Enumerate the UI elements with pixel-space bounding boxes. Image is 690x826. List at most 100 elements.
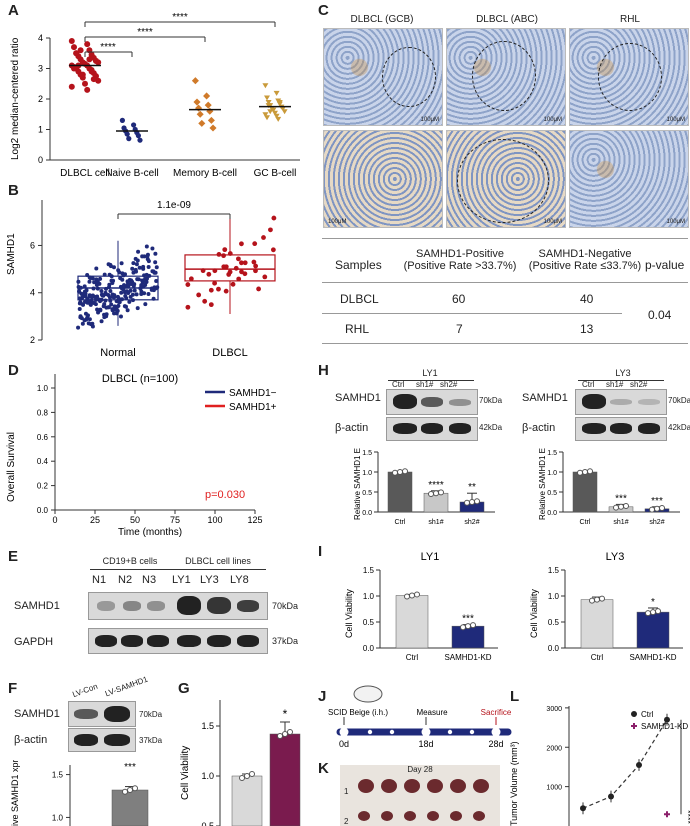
panel-a-chart: Log2 median-centered ratio 4 3 2 1 0 DLBCL c…	[10, 12, 300, 179]
b-point	[143, 283, 148, 288]
i-right-title: LY3	[606, 551, 625, 563]
band	[582, 423, 606, 434]
k-photo: Day 28 1 2	[340, 765, 500, 826]
b-point	[80, 295, 85, 300]
l-ctrl-point	[636, 761, 642, 768]
b-point	[90, 321, 95, 326]
il-ytick-label: 1.0	[363, 592, 375, 601]
e-kda-1: 70kDa	[272, 601, 299, 611]
a-point	[273, 113, 280, 119]
j-timepoint	[447, 729, 453, 735]
panel-d-label: D	[8, 362, 19, 379]
e-bracket-2	[168, 569, 266, 570]
band	[177, 596, 201, 615]
b-point	[144, 279, 149, 284]
j-timepoint	[389, 729, 395, 735]
scalebar: 100μM	[666, 117, 685, 123]
f-blot-samhd1	[68, 701, 136, 727]
hr-sig: ***	[615, 493, 627, 504]
panel-a-sig-3: ****	[100, 42, 116, 53]
il-ytick-label: 1.5	[363, 566, 375, 575]
b-point	[111, 265, 116, 270]
panel-i-label: I	[318, 543, 323, 560]
ir-ytick-label: 0.0	[548, 644, 560, 653]
b-point	[222, 247, 228, 253]
b-point	[146, 292, 151, 297]
panel-f-label: F	[8, 680, 18, 697]
scalebar: 100μM	[543, 117, 562, 123]
j-timeline: SCID Beige (i.h.) Measure Sacrifice 0d 1…	[328, 685, 512, 749]
h-right-blot-actin	[575, 417, 667, 441]
il-bar	[395, 595, 429, 649]
table-head-neg-1: SAMHD1-Negative	[538, 248, 632, 260]
a-point	[77, 47, 84, 54]
b-point	[88, 301, 93, 306]
il-point	[404, 593, 410, 600]
hr-point	[587, 468, 593, 475]
panel-a-ylabel: Log2 median-centered ratio	[10, 37, 21, 160]
j-timepoint	[421, 727, 431, 737]
b-point	[143, 302, 148, 307]
g-point	[282, 731, 288, 737]
l-ctrl-point	[580, 805, 586, 812]
a-point	[272, 110, 278, 116]
f-lane-1: LV-Con	[71, 681, 99, 700]
b-point	[154, 279, 159, 284]
b-point	[90, 293, 95, 298]
k-row-2: 2	[344, 817, 349, 826]
k-tumor	[381, 811, 393, 821]
a-point	[82, 80, 88, 87]
table-top-rule	[322, 238, 688, 239]
d-ytick-label: 0.2	[37, 482, 49, 491]
e-kda-2: 37kDa	[272, 636, 299, 646]
il-ytick-label: 0.5	[363, 618, 375, 627]
hl-point	[438, 489, 444, 496]
band	[147, 635, 169, 647]
table-mid-rule	[322, 282, 688, 283]
hr-point	[613, 504, 619, 511]
panel-c-col-1: DLBCL (GCB)	[350, 14, 414, 25]
table-row-rule	[322, 313, 622, 314]
j-timepoint	[367, 729, 373, 735]
b-point	[256, 286, 262, 292]
a-point	[126, 136, 132, 142]
a-point	[191, 77, 199, 85]
b-point	[150, 246, 155, 251]
a-point	[84, 41, 91, 48]
b-point	[76, 325, 81, 330]
scalebar: 100μM	[420, 117, 439, 123]
panel-d-chart: DLBCL (n=100) Overall Survival 1.0 0.8 0.6…	[0, 362, 277, 537]
g-point	[244, 773, 250, 779]
hr-point	[659, 505, 665, 511]
il-sig: ***	[462, 614, 474, 625]
e-lane-label: N1	[92, 574, 107, 586]
a-point	[193, 98, 201, 106]
ir-ytick-label: 0.5	[548, 618, 560, 627]
il-bar	[451, 625, 485, 649]
i-right-ylabel: Cell Viability	[529, 589, 539, 638]
h-left-title: LY1	[422, 368, 438, 378]
table-head-pos: SAMHD1-Positive (Positive Rate >33.7%)	[395, 248, 525, 272]
j-day-3: 28d	[488, 739, 503, 749]
band	[610, 399, 632, 405]
hl-ytick-label: 0.0	[362, 510, 372, 517]
table-dlbcl-pos: 60	[452, 292, 466, 306]
h-right-row-actin: β-actin	[522, 422, 556, 434]
hr-xtick-label: sh2#	[649, 519, 664, 526]
gc-outline	[598, 43, 662, 111]
h-right-blot-samhd1	[575, 389, 667, 415]
histo-gcb-high: 100μM	[323, 130, 443, 228]
l-ytick-label: 2000	[546, 745, 562, 752]
b-point	[130, 266, 135, 271]
b-point	[112, 311, 117, 316]
band	[123, 601, 141, 611]
f-kda-2: 37kDa	[139, 736, 163, 745]
b-point	[134, 292, 139, 297]
gc-outline	[457, 139, 549, 223]
k-tumor	[404, 811, 416, 821]
b-point	[253, 263, 259, 269]
hr-sig: ***	[651, 496, 663, 507]
h-right-kda-2: 42kDa	[668, 423, 690, 432]
b-point	[196, 292, 202, 298]
l-ctrl-line	[582, 719, 668, 809]
